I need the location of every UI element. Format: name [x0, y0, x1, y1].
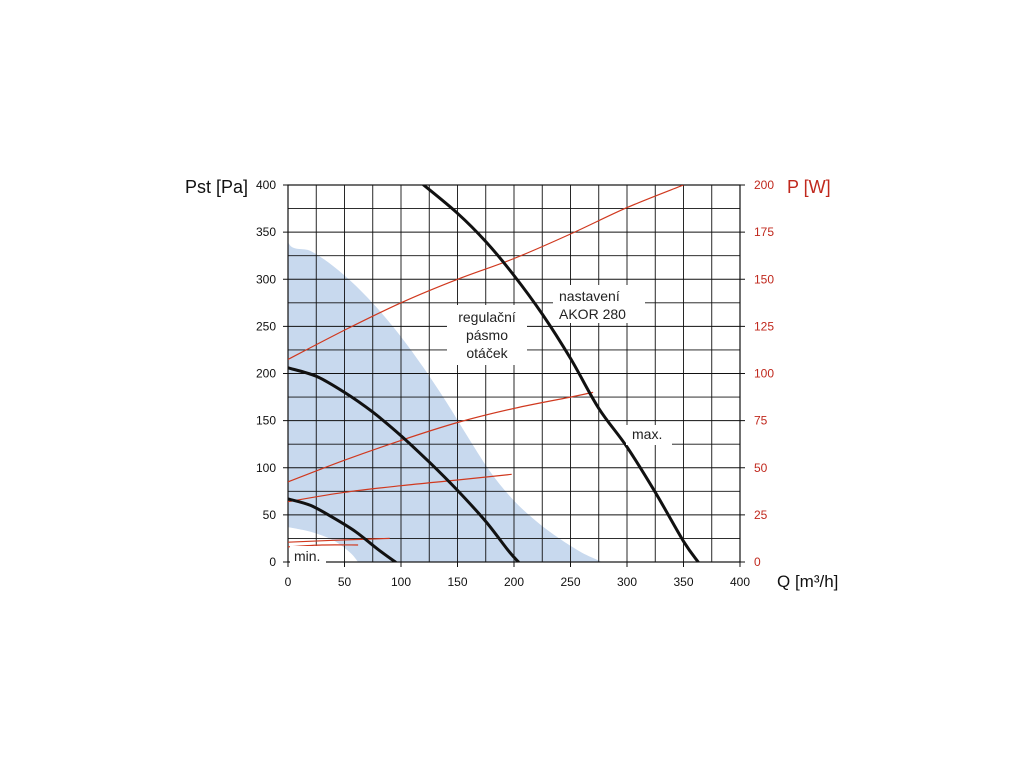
y-right-tick-label: 125	[754, 319, 774, 333]
pressure-curve	[288, 497, 397, 562]
x-tick-label: 300	[617, 575, 637, 589]
y-left-tick-label: 50	[263, 508, 277, 522]
power-curve	[288, 391, 594, 483]
annotation-background	[447, 305, 527, 365]
y-left-tick-label: 300	[256, 272, 276, 286]
grid	[283, 184, 745, 567]
power-curve	[288, 473, 512, 503]
y-right-tick-label: 50	[754, 461, 768, 475]
annotation-background	[290, 546, 326, 565]
y-right-tick-label: 75	[754, 414, 768, 428]
y-left-tick-label: 400	[256, 178, 276, 192]
annotation-min: min.	[294, 548, 320, 564]
y-left-tick-label: 100	[256, 461, 276, 475]
y-right-tick-label: 0	[754, 555, 761, 569]
power-curve	[288, 537, 390, 543]
y-right-tick-label: 100	[754, 367, 774, 381]
annotation-setting-line-2: AKOR 280	[559, 306, 626, 322]
y-right-tick-label: 175	[754, 225, 774, 239]
x-tick-label: 50	[338, 575, 352, 589]
y-left-tick-label: 150	[256, 414, 276, 428]
annotation-backgrounds	[290, 285, 672, 565]
y-right-axis-label: P [W]	[787, 177, 831, 197]
x-axis-label: Q [m³/h]	[777, 572, 838, 591]
x-tick-label: 100	[391, 575, 411, 589]
power-curve	[288, 185, 684, 360]
annotation-band-line-3: otáček	[466, 345, 508, 361]
pressure-curves	[288, 185, 700, 562]
x-tick-label: 150	[447, 575, 467, 589]
pressure-curve	[288, 366, 520, 562]
annotation-band-line-2: pásmo	[466, 327, 508, 343]
x-tick-label: 0	[285, 575, 292, 589]
y-left-axis-label: Pst [Pa]	[185, 177, 248, 197]
annotation-background	[553, 285, 645, 323]
y-left-tick-label: 350	[256, 225, 276, 239]
y-right-tick-label: 150	[754, 272, 774, 286]
x-tick-label: 200	[504, 575, 524, 589]
y-left-tick-label: 250	[256, 319, 276, 333]
tick-labels: 0 50 100 150 200 250 300 350 4000501001502002503…	[256, 178, 774, 589]
y-left-tick-label: 200	[256, 367, 276, 381]
y-right-tick-label: 200	[754, 178, 774, 192]
x-tick-label: 350	[673, 575, 693, 589]
power-curves	[288, 185, 684, 548]
annotation-band-line-1: regulační	[458, 309, 516, 325]
annotation-setting-line-1: nastavení	[559, 288, 620, 304]
x-tick-label: 250	[560, 575, 580, 589]
pressure-curve	[422, 185, 700, 562]
annotation-background	[626, 425, 672, 445]
y-left-tick-label: 0	[269, 555, 276, 569]
y-right-tick-label: 25	[754, 508, 768, 522]
annotation-max: max.	[632, 426, 662, 442]
x-tick-label: 400	[730, 575, 750, 589]
